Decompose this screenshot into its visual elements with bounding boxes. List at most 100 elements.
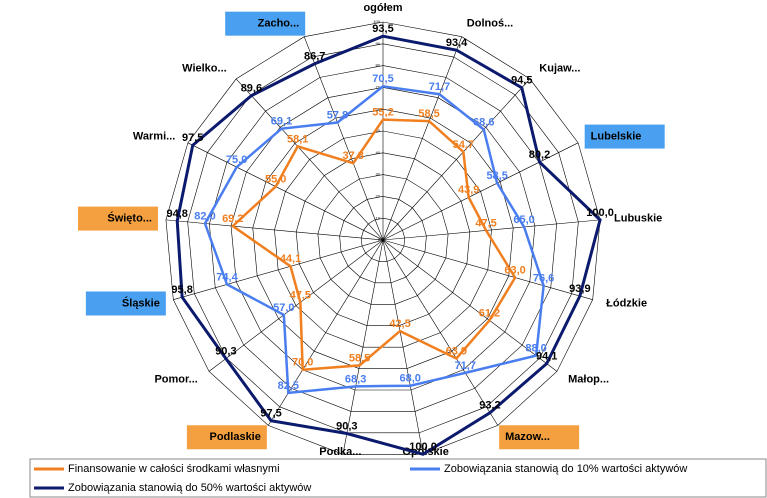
data-point [181,296,184,299]
value-label: 55,2 [372,107,393,119]
label-highlight [225,11,306,36]
data-point [542,284,545,287]
grid-ring [165,21,601,455]
grid-ring [187,43,579,434]
r-tick-label: 10 [376,215,381,220]
data-point [455,357,458,360]
data-point [464,371,467,374]
label-highlight [77,206,158,231]
value-label: 94,5 [511,75,532,87]
data-point [488,319,491,322]
data-point [352,162,355,165]
value-label: 74,4 [216,271,238,283]
spoke [165,219,384,241]
label-highlight [186,425,267,450]
value-label: 68,6 [473,116,494,128]
data-point [231,225,234,228]
spoke [187,142,384,241]
data-point [538,161,541,164]
category-label: Warmi... [133,130,175,142]
value-label: 57,0 [273,302,294,314]
spoke [382,219,601,241]
value-label: 71,7 [429,81,450,93]
category-label: ogółem [363,2,402,14]
data-point [313,62,316,65]
category-label: Wielko... [182,62,227,74]
data-point [204,222,207,225]
data-point [382,35,384,38]
value-label: 58,5 [349,352,370,364]
data-point [176,219,179,222]
legend-label: Zobowiązania stanowią do 50% wartości ak… [68,482,311,494]
data-point [191,144,194,147]
data-point [354,385,357,388]
data-point [358,364,361,367]
spoke [382,239,424,455]
value-label: 70,5 [372,73,393,85]
data-point [250,94,253,97]
data-point [382,85,384,88]
data-point [301,368,304,371]
grid-ring [230,87,536,391]
value-label: 90,3 [215,346,236,358]
r-tick-label: 40 [376,150,381,155]
data-point [438,93,441,96]
value-label: 58,1 [287,133,308,145]
data-point [485,229,488,232]
data-point [224,357,227,360]
category-label: Małop... [568,374,609,386]
value-label: 94,1 [536,351,557,363]
value-label: 47,5 [290,289,311,301]
value-label: 61,2 [479,307,500,319]
category-label: Śląskie [122,296,160,309]
data-point [467,196,470,199]
category-label: Święto... [107,211,152,224]
data-point [462,150,465,153]
value-label: 58,5 [418,108,439,120]
value-label: 76,6 [533,273,554,285]
r-tick-label: 50 [376,128,381,133]
value-label: 80,2 [529,149,550,161]
value-label: 97,5 [182,132,203,144]
value-label: 75,0 [226,154,247,166]
data-point [409,384,412,387]
value-label: 69,2 [222,213,243,225]
data-point [280,127,283,130]
spoke [382,239,558,372]
value-label: 68,3 [345,373,366,385]
spoke [382,239,593,300]
spoke [342,239,384,455]
category-label: Podka... [319,446,361,458]
value-label: 93,4 [446,37,468,49]
value-label: 95,8 [171,284,192,296]
label-highlight [584,124,665,149]
value-label: 63,0 [504,264,525,276]
value-label: 57,8 [327,109,348,121]
spoke [267,239,384,426]
data-point [399,330,402,333]
series-line [230,118,517,372]
value-label: 100,0 [586,207,614,219]
spoke [173,239,384,300]
data-point [287,391,290,394]
data-point [225,283,228,286]
value-label: 44,1 [280,253,301,265]
value-label: 93,9 [569,283,590,295]
data-point [523,225,526,228]
data-point [299,301,302,304]
grid-ring [295,152,471,327]
value-label: 65,0 [513,214,534,226]
category-label: Podlaskie [210,431,261,443]
grid-ring [360,217,406,262]
category-label: Lubelskie [591,130,642,142]
data-point [545,362,548,365]
legend-label: Finansowanie w całości środkami własnymi [68,463,280,475]
value-label: 54,7 [453,139,474,151]
data-point [520,86,523,89]
series-line [175,34,602,456]
r-tick-label: 20 [376,193,381,198]
data-point [535,354,538,357]
value-label: 55,0 [265,173,286,185]
data-point [336,121,339,124]
